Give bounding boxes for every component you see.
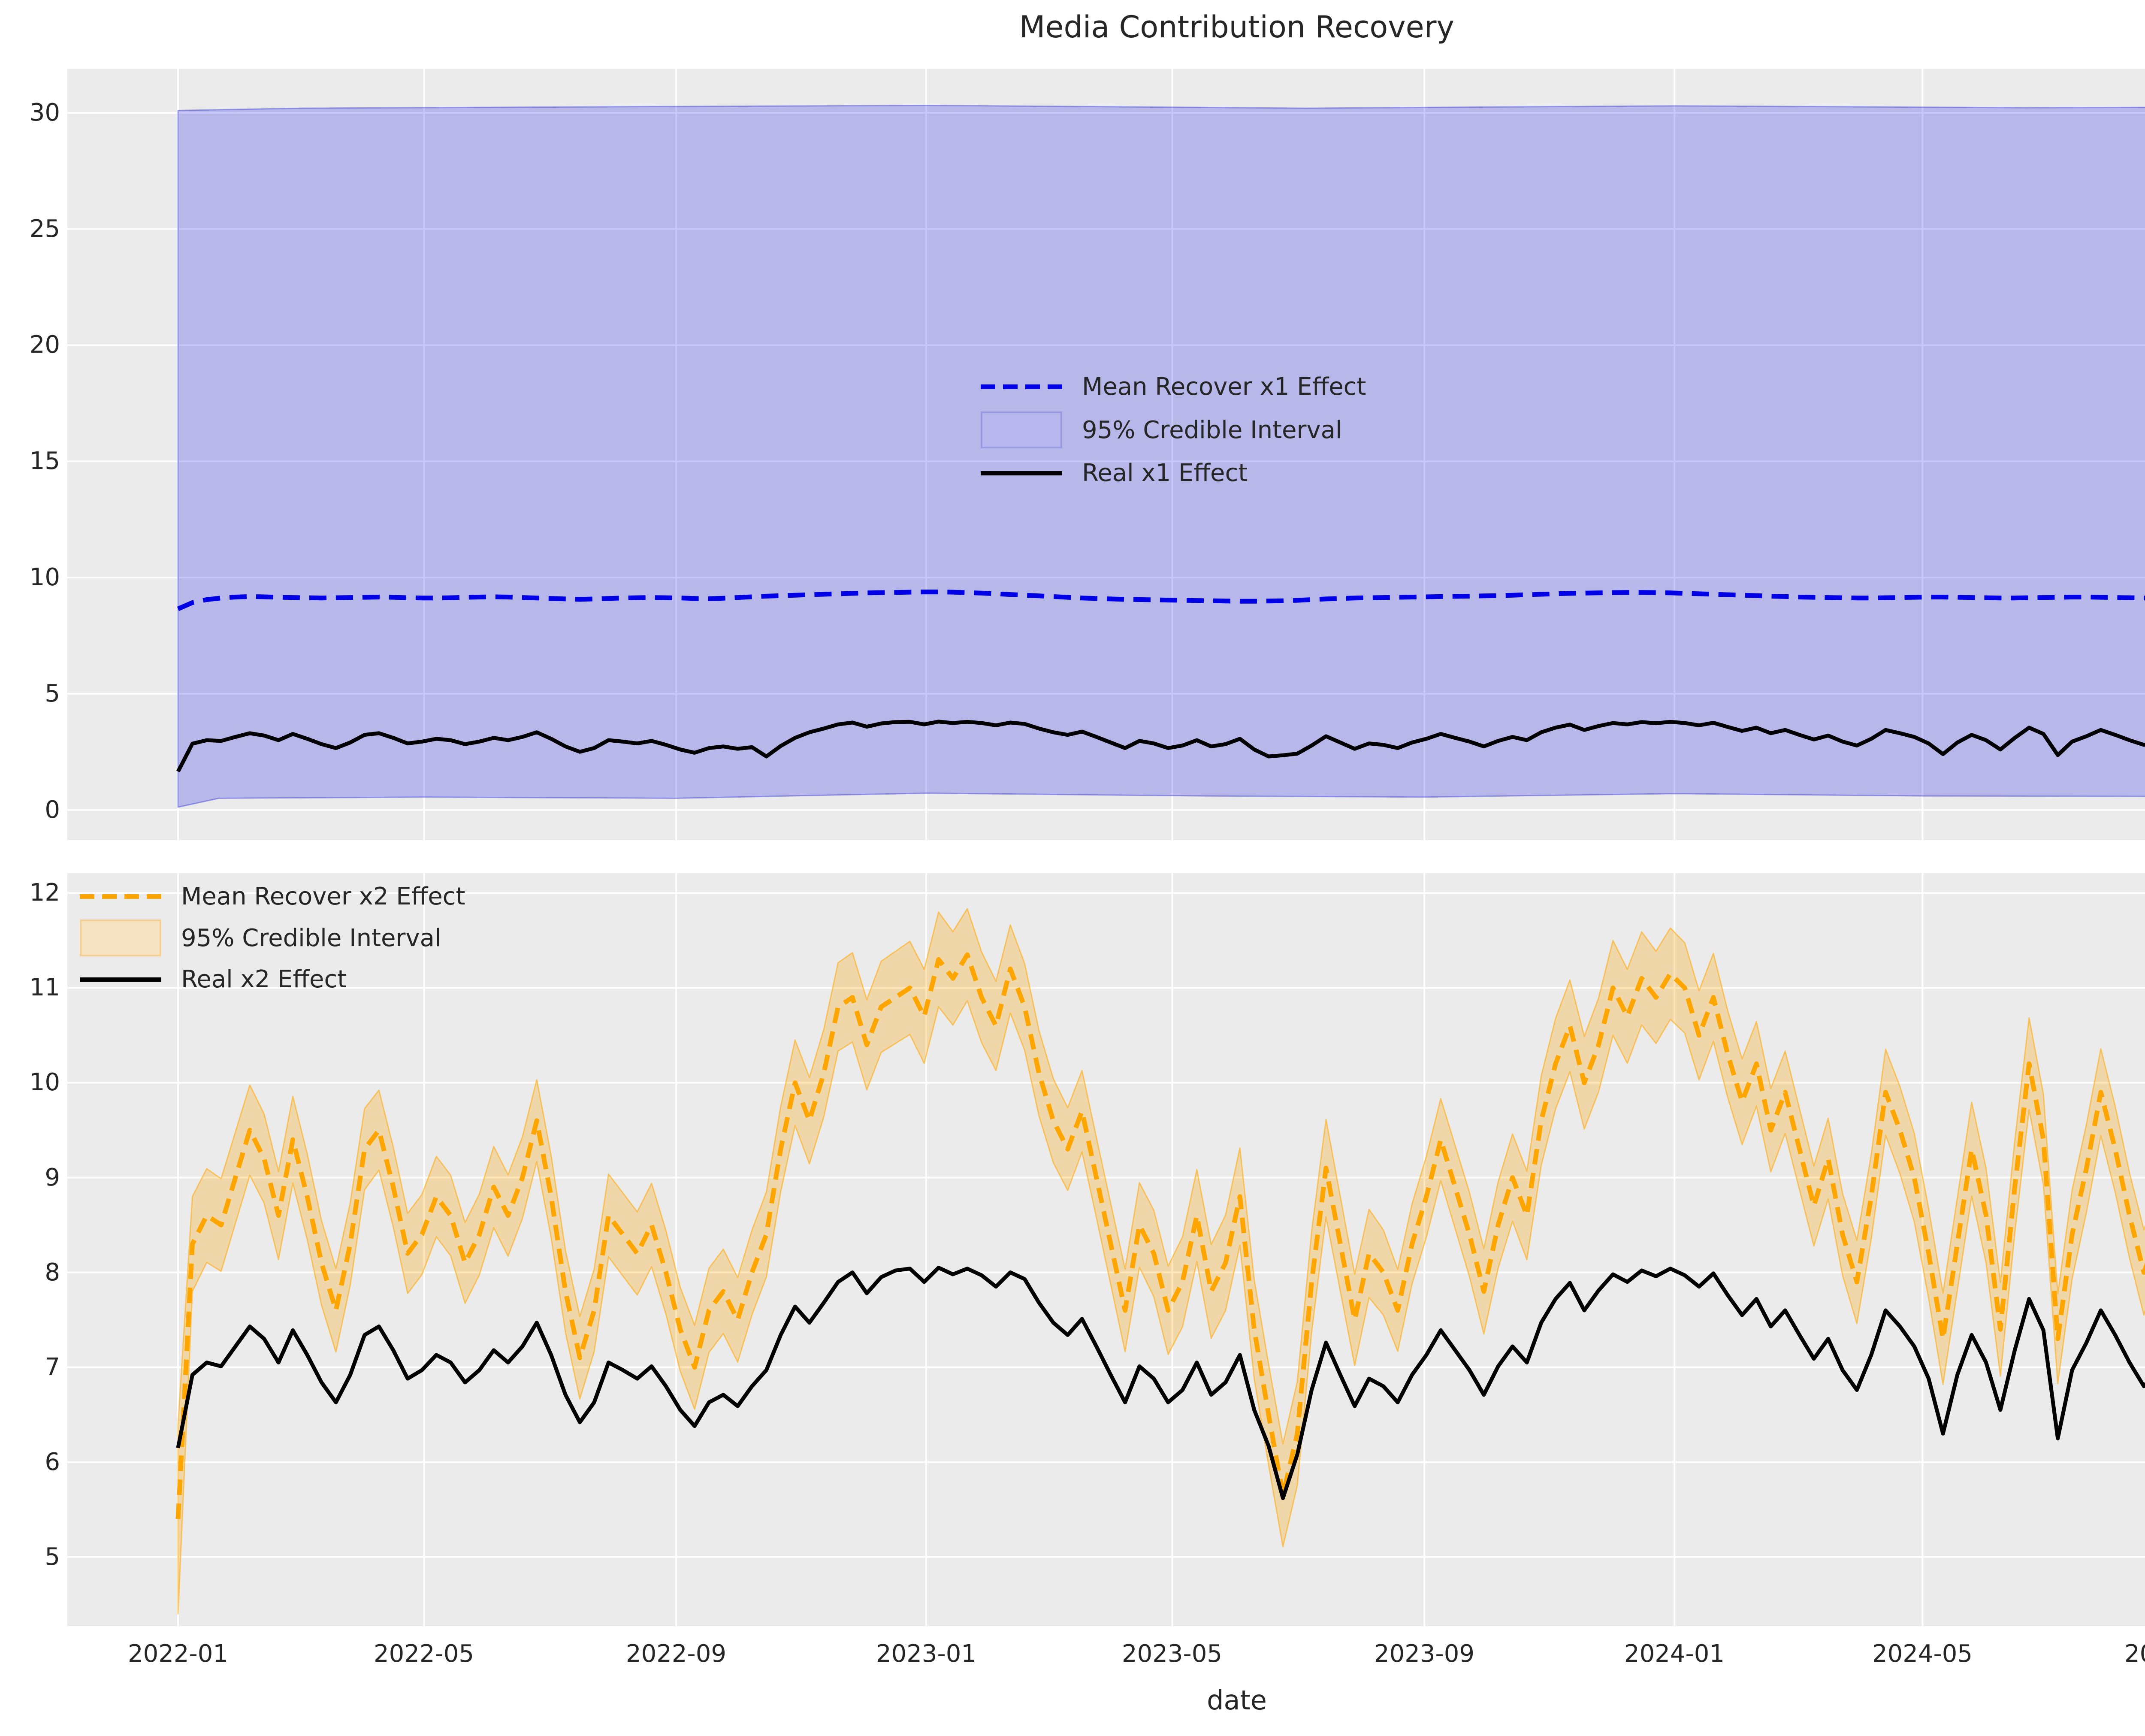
legend-item-real-x2: Real x2 Effect (80, 965, 465, 994)
legend-item-ci-x1: 95% Credible Interval (981, 411, 1366, 449)
legend-label: Mean Recover x2 Effect (181, 883, 465, 910)
y-tick-label: 9 (45, 1164, 60, 1192)
y-tick-label: 10 (29, 563, 60, 591)
legend-label: Mean Recover x1 Effect (1082, 373, 1366, 401)
legend-top-panel: Mean Recover x1 Effect 95% Credible Inte… (981, 372, 1366, 487)
chart-title: Media Contribution Recovery (1019, 9, 1454, 45)
y-tick-label: 30 (29, 99, 60, 127)
y-tick-label: 6 (45, 1448, 60, 1476)
legend-label: Real x2 Effect (181, 965, 347, 994)
dashed-line-marker-icon (981, 384, 1062, 390)
x-tick-label: 2024-09 (2124, 1640, 2145, 1668)
y-tick-label: 8 (45, 1258, 60, 1286)
legend-item-real-x1: Real x1 Effect (981, 459, 1366, 487)
x-tick-label: 2023-05 (1122, 1640, 1222, 1668)
credible-interval-band (177, 908, 2145, 1615)
legend-label: Real x1 Effect (1082, 459, 1248, 487)
y-tick-label: 7 (45, 1353, 60, 1381)
y-tick-label: 20 (29, 331, 60, 359)
legend-label: 95% Credible Interval (1082, 416, 1342, 444)
x-tick-label: 2022-09 (626, 1640, 726, 1668)
y-tick-label: 11 (29, 974, 60, 1001)
mean-recover-line (177, 590, 2145, 611)
band-patch-marker-icon (80, 919, 161, 957)
x-tick-label: 2023-09 (1374, 1640, 1474, 1668)
y-tick-label: 10 (29, 1068, 60, 1096)
x-tick-label: 2024-05 (1872, 1640, 1973, 1668)
mean-recover-line (175, 952, 2145, 1519)
y-tick-label: 5 (45, 680, 60, 708)
legend-item-mean-x1: Mean Recover x1 Effect (981, 372, 1366, 401)
dashed-line-marker-icon (80, 894, 161, 899)
axes-background (67, 873, 2145, 1626)
y-tick-label: 25 (29, 215, 60, 243)
x-tick-label: 2022-05 (374, 1640, 474, 1668)
real-effect-line (176, 1266, 2145, 1500)
axes-background (67, 69, 2145, 840)
legend-label: 95% Credible Interval (181, 924, 441, 952)
x-axis-label: date (1207, 1685, 1267, 1716)
x-tick-label: 2024-01 (1624, 1640, 1725, 1668)
legend-bottom-panel: Mean Recover x2 Effect 95% Credible Inte… (80, 882, 465, 994)
solid-line-marker-icon (981, 471, 1062, 475)
y-tick-label: 15 (29, 447, 60, 475)
band-patch-marker-icon (981, 411, 1062, 449)
x-tick-label: 2022-01 (128, 1640, 228, 1668)
y-tick-label: 0 (45, 796, 60, 824)
legend-item-ci-x2: 95% Credible Interval (80, 919, 465, 957)
y-tick-label: 5 (45, 1543, 60, 1571)
solid-line-marker-icon (80, 977, 161, 982)
x-tick-label: 2023-01 (876, 1640, 976, 1668)
legend-item-mean-x2: Mean Recover x2 Effect (80, 882, 465, 911)
credible-interval-band (177, 105, 2145, 808)
y-tick-label: 12 (29, 879, 60, 907)
real-effect-line (176, 720, 2145, 773)
